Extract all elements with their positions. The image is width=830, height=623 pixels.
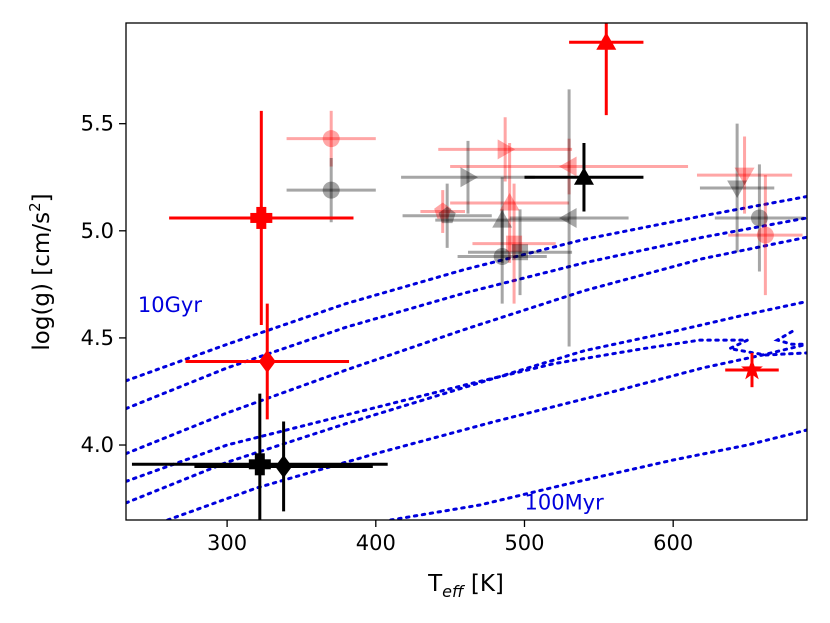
- marker-circle-20: [493, 248, 511, 266]
- marker-triangle-left-19: [559, 207, 577, 228]
- x-axis-label-main: T: [427, 571, 443, 597]
- data-markers: [248, 32, 774, 478]
- marker-circle-23: [750, 209, 768, 227]
- x-tick-label: 500: [504, 531, 544, 555]
- marker-triangle-up-12: [499, 192, 520, 211]
- y-axis-label-close: ]: [29, 193, 55, 202]
- marker-triangle-down-22: [727, 180, 748, 198]
- y-tick-label: 4.0: [81, 433, 114, 457]
- isochrone-curve-1: [126, 216, 807, 411]
- marker-pentagon-17: [438, 206, 456, 224]
- y-tick-label: 5.5: [81, 112, 114, 136]
- marker-triangle-left-9: [559, 156, 577, 177]
- y-axis-label: log(g) [cm/s2]: [26, 193, 55, 350]
- y-tick-label: 5.0: [81, 219, 114, 243]
- isochrone-label-10gyr: 10Gyr: [138, 293, 202, 317]
- isochrone-curve-0: [126, 195, 807, 383]
- marker-diamond-2: [258, 349, 276, 373]
- marker-plus-5: [248, 459, 271, 470]
- marker-diamond-6: [275, 454, 293, 478]
- x-tick-label: 400: [356, 531, 396, 555]
- y-tick-label: 4.5: [81, 326, 114, 350]
- marker-plus-1: [250, 212, 273, 223]
- isochrone-curves: [126, 195, 807, 520]
- y-axis-ticks: 4.0 4.5 5.0 5.5: [81, 112, 126, 457]
- marker-triangle-down-10: [734, 167, 755, 186]
- marker-triangle-up-4: [573, 167, 594, 185]
- y-axis-label-main: log(g) [cm/s: [29, 212, 55, 351]
- isochrone-curve-4: [126, 300, 807, 505]
- marker-pentagon-11: [434, 202, 452, 219]
- x-axis-label-unit: [K]: [464, 571, 504, 597]
- x-tick-label: 300: [207, 531, 247, 555]
- marker-triangle-right-8: [497, 139, 516, 160]
- marker-triangle-right-16: [460, 167, 478, 188]
- marker-triangle-up-0: [596, 32, 617, 50]
- isochrone-label-100myr: 100Myr: [524, 490, 604, 514]
- isochrone-curve-2: [126, 235, 807, 456]
- marker-square-21: [512, 244, 529, 261]
- isochrone-curve-7: [773, 330, 807, 346]
- isochrone-curve-3: [126, 338, 807, 483]
- x-axis-label-subscript: eff: [442, 582, 466, 601]
- x-axis-ticks: 300 400 500 600: [207, 520, 693, 555]
- marker-circle-15: [322, 181, 340, 199]
- marker-square-13: [506, 235, 523, 252]
- y-axis-label-superscript: 2: [26, 202, 44, 212]
- marker-triangle-up-18: [492, 210, 513, 228]
- marker-star-3: [741, 358, 763, 380]
- plot-frame: [125, 22, 808, 521]
- x-tick-label: 600: [653, 531, 693, 555]
- marker-circle-7: [322, 130, 340, 148]
- x-axis-label: Teff [K]: [427, 571, 504, 601]
- isochrone-curve-6: [389, 428, 807, 520]
- marker-circle-14: [756, 226, 774, 244]
